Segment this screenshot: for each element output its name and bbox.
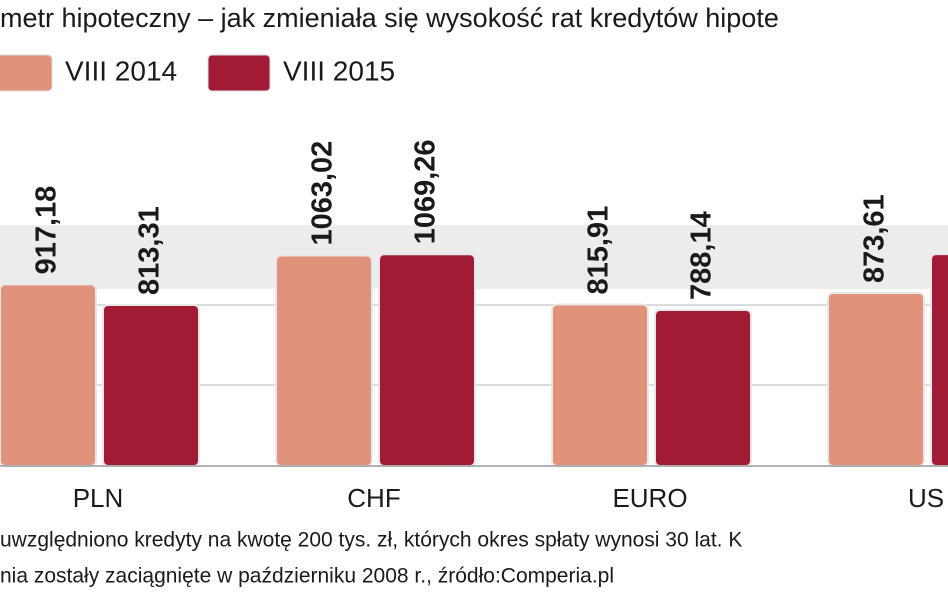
value-label: 813,31 [134,206,166,295]
x-tick-label: PLN [73,483,124,513]
bar [930,253,948,467]
legend-label: VIII 2014 [65,55,177,86]
x-tick-label: EURO [612,483,687,513]
x-tick-label: CHF [347,483,400,513]
value-label: 1063,02 [307,141,339,246]
bar [551,303,649,468]
bar [102,303,200,468]
chart-title: metr hipoteczny – jak zmieniała się wyso… [0,3,779,33]
value-label: 788,14 [686,211,718,300]
legend-label: VIII 2015 [283,55,395,86]
value-label: 917,18 [31,186,63,275]
footnote: nia zostały zaciągnięte w październiku 2… [0,565,614,588]
legend-swatch [207,54,271,92]
bar [378,253,476,467]
bar [275,254,373,467]
value-label: 815,91 [583,206,615,295]
legend-swatch [0,54,53,92]
bar [654,308,752,467]
value-label: 873,61 [859,194,891,283]
value-label: 1069,26 [410,139,442,244]
footnote: uwzględniono kredyty na kwotę 200 tys. z… [0,529,742,552]
bar [0,283,97,467]
bar [827,292,925,467]
legend: VIII 2014 VIII 2015 [0,54,395,92]
x-tick-label: US [908,483,944,513]
plot: PLN 917,18 813,31 CHF 1063,02 1069,26 EURO 815,… [0,139,948,513]
